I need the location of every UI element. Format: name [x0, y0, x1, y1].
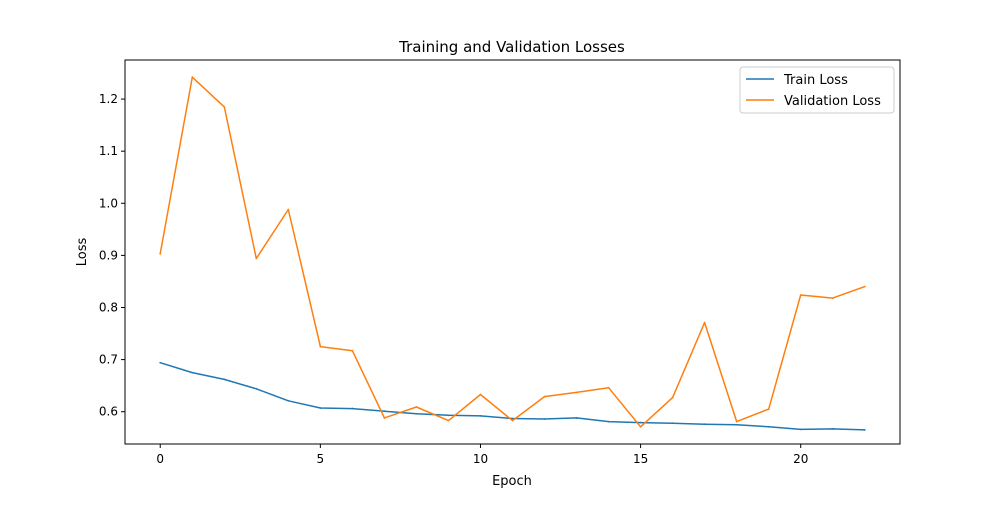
- plot-area: [125, 60, 900, 444]
- train-loss-point: [863, 429, 866, 431]
- validation-loss-point: [703, 321, 706, 324]
- validation-loss-point: [639, 425, 642, 428]
- train-loss-point: [191, 371, 194, 374]
- validation-loss-point: [543, 395, 546, 398]
- train-loss-point: [351, 407, 354, 410]
- train-loss-point: [639, 421, 642, 424]
- validation-loss-point: [383, 417, 386, 419]
- validation-loss-legend-label: Validation Loss: [784, 94, 881, 109]
- y-tick-label: 0.9: [99, 248, 118, 262]
- validation-loss-point: [479, 393, 482, 396]
- x-tick-label: 10: [473, 452, 488, 466]
- validation-loss-point: [415, 406, 418, 408]
- y-tick-label: 0.7: [99, 353, 118, 367]
- train-loss-point: [575, 417, 578, 419]
- train-loss-point: [447, 414, 450, 417]
- validation-loss-point: [287, 208, 290, 211]
- train-loss-series: [159, 361, 866, 431]
- train-loss-legend-label: Train Loss: [783, 73, 848, 88]
- train-loss-point: [287, 399, 290, 402]
- y-tick-label: 0.8: [99, 300, 118, 314]
- validation-loss-point: [767, 408, 770, 410]
- legend: Train Loss Validation Loss: [739, 66, 895, 114]
- validation-loss-point: [799, 294, 802, 296]
- plot-frame: [124, 59, 901, 445]
- train-loss-point: [735, 423, 738, 426]
- validation-loss-point: [831, 297, 834, 300]
- train-loss-point: [383, 410, 386, 413]
- y-tick-label: 1.1: [99, 144, 118, 158]
- train-loss-point: [511, 417, 514, 420]
- train-loss-point: [223, 378, 226, 381]
- validation-loss-point: [575, 391, 578, 394]
- validation-loss-point: [319, 345, 322, 348]
- train-loss-point: [255, 387, 258, 390]
- x-tick-label: 0: [156, 452, 164, 466]
- y-tick-label: 0.6: [99, 405, 118, 419]
- legend-frame: [739, 66, 895, 114]
- validation-loss-point: [159, 252, 162, 255]
- validation-loss-point: [671, 396, 674, 399]
- validation-loss-point: [511, 419, 514, 422]
- x-tick-label: 15: [633, 452, 648, 466]
- y-axis-label: Loss: [75, 238, 90, 267]
- axis-ticks: 0 5 10 15 20 0.6 0.7 0.8 0.9 1.0 1.1 1.2: [99, 92, 808, 466]
- train-loss-point: [799, 428, 802, 431]
- validation-loss-point: [223, 105, 226, 108]
- validation-loss-point: [863, 285, 866, 288]
- x-tick-label: 20: [793, 452, 808, 466]
- x-axis-label: Epoch: [492, 474, 532, 489]
- validation-loss-series: [159, 76, 866, 428]
- train-loss-point: [831, 427, 834, 430]
- validation-loss-point: [447, 419, 450, 422]
- train-loss-point: [319, 407, 322, 409]
- y-tick-label: 1.2: [99, 92, 118, 106]
- train-loss-point: [415, 412, 418, 415]
- train-loss-point: [159, 361, 162, 364]
- series-lines: [159, 76, 866, 431]
- validation-loss-point: [607, 386, 610, 389]
- train-loss-point: [607, 420, 610, 423]
- chart-title: Training and Validation Losses: [398, 38, 625, 56]
- validation-loss-point: [191, 76, 194, 79]
- train-loss-point: [671, 422, 674, 425]
- train-loss-point: [767, 425, 770, 428]
- train-loss-point: [703, 423, 706, 426]
- train-loss-point: [479, 414, 482, 417]
- x-tick-label: 5: [317, 452, 325, 466]
- train-loss-point: [543, 418, 546, 420]
- y-tick-label: 1.0: [99, 196, 118, 210]
- legend-items: Train Loss Validation Loss: [746, 73, 881, 109]
- validation-loss-point: [255, 257, 258, 260]
- validation-loss-point: [351, 349, 354, 352]
- validation-loss-point: [735, 420, 738, 423]
